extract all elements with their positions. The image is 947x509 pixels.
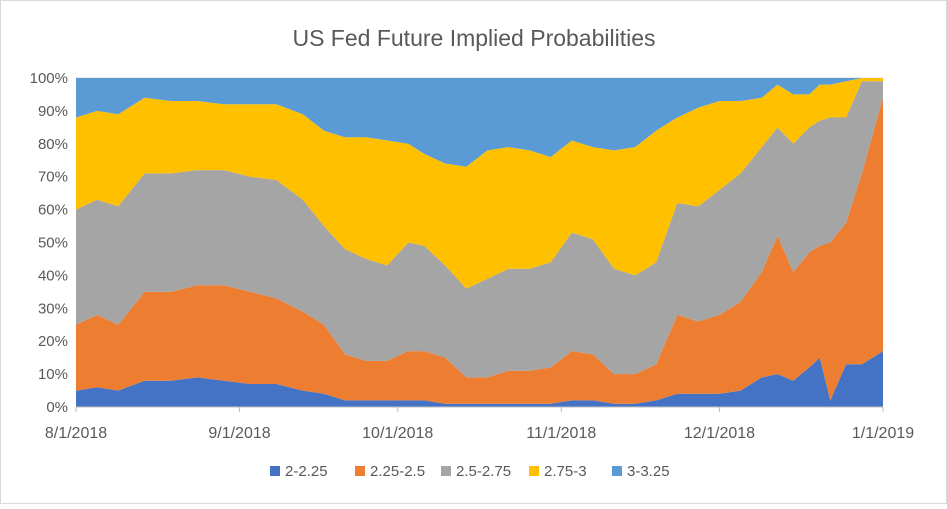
y-tick-label: 20% — [38, 333, 68, 350]
y-tick-label: 40% — [38, 267, 68, 284]
legend-swatch — [270, 466, 280, 476]
legend: 2-2.25 2.25-2.5 2.5-2.75 2.75-3 3-3.25 — [270, 463, 670, 480]
y-tick-label: 10% — [38, 366, 68, 383]
legend-label: 2.5-2.75 — [456, 463, 511, 480]
y-tick-label: 90% — [38, 103, 68, 120]
y-tick-label: 50% — [38, 235, 68, 252]
x-tick-label: 9/1/2018 — [208, 425, 270, 442]
x-tick-label: 8/1/2018 — [45, 425, 107, 442]
legend-swatch — [529, 466, 539, 476]
axes: 0% 10% 20% 30% 40% 50% 60% 70% 80% 90% 100% 8/1/201… — [30, 70, 915, 442]
area-series-2.25-2.5 — [76, 97, 883, 404]
legend-swatch — [441, 466, 451, 476]
legend-label: 2-2.25 — [285, 463, 328, 480]
y-tick-label: 100% — [30, 70, 68, 87]
legend-label: 3-3.25 — [627, 463, 670, 480]
x-tick-label: 12/1/2018 — [684, 425, 755, 442]
chart-title: US Fed Future Implied Probabilities — [292, 25, 655, 51]
area-series-2.75-3 — [76, 78, 883, 289]
y-tick-label: 0% — [46, 399, 68, 416]
x-tick-label: 11/1/2018 — [526, 425, 596, 442]
legend-label: 2.75-3 — [544, 463, 587, 480]
legend-label: 2.25-2.5 — [370, 463, 425, 480]
y-tick-label: 70% — [38, 169, 68, 186]
x-tick-label: 1/1/2019 — [852, 425, 914, 442]
y-tick-label: 30% — [38, 300, 68, 317]
legend-swatch — [355, 466, 365, 476]
area-series-2-2.25 — [76, 351, 883, 407]
plot-area — [76, 78, 883, 407]
y-tick-label: 60% — [38, 202, 68, 219]
y-tick-label: 80% — [38, 136, 68, 153]
x-tick-label: 10/1/2018 — [362, 425, 433, 442]
area-series-3-3.25 — [76, 78, 883, 167]
legend-swatch — [612, 466, 622, 476]
area-series-2.5-2.75 — [76, 81, 883, 378]
